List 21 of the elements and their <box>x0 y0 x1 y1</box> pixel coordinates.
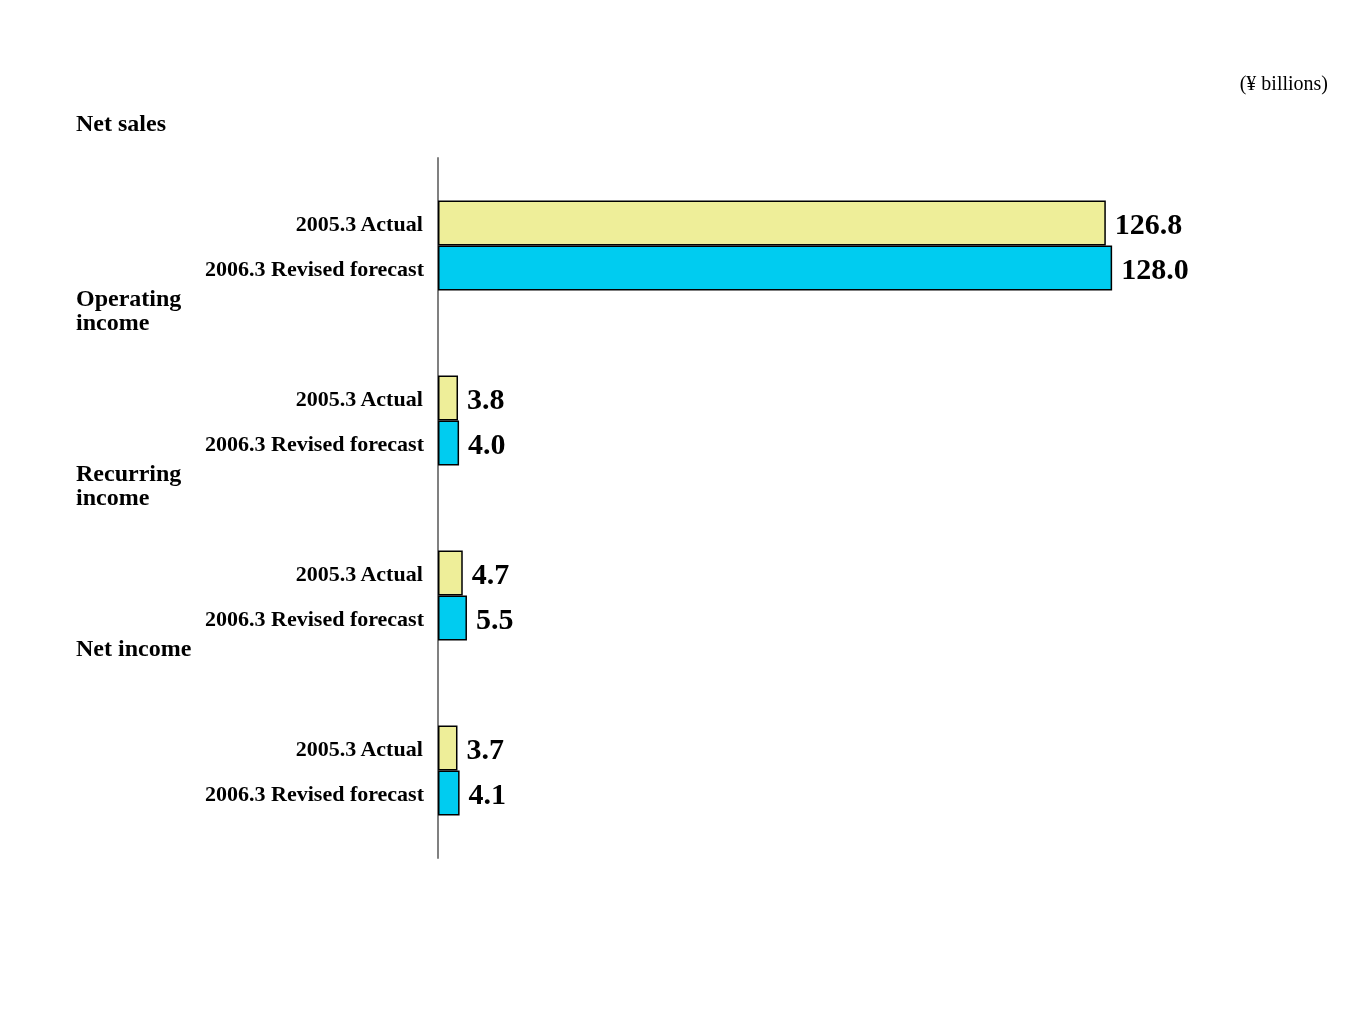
series-label: 2005.3 Actual <box>295 210 423 236</box>
series-label: 2006.3 Revised forecast <box>205 255 425 281</box>
y-tick-label: Recurring income <box>76 459 188 510</box>
text: (¥ billions) <box>1239 72 1329 95</box>
data-label: 126.8 <box>1114 206 1183 240</box>
data-label: 5.5 <box>475 601 514 635</box>
text: 2005.3 Actual <box>295 560 423 586</box>
data-label: 4.1 <box>468 776 507 810</box>
data-label: 3.7 <box>466 731 504 765</box>
data-label: 128.0 <box>1121 251 1189 285</box>
data-label: 4.0 <box>468 426 506 460</box>
y-tick-label: Operating income <box>76 284 188 335</box>
data-label: 4.7 <box>471 556 510 590</box>
text: 2005.3 Actual <box>295 735 423 761</box>
y-tick-label: Net sales <box>76 109 166 136</box>
text: 2006.3 Revised forecast <box>205 430 424 456</box>
data-label: 3.8 <box>467 381 505 415</box>
text: 2005.3 Actual <box>295 385 423 411</box>
text: 2006.3 Revised forecast <box>205 780 424 806</box>
y-tick-label: Net income <box>76 634 192 661</box>
text: 2006.3 Revised forecast <box>205 605 424 631</box>
